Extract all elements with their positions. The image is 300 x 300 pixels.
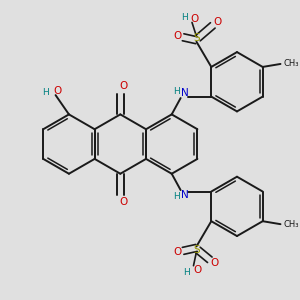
Text: O: O	[193, 265, 201, 275]
Text: O: O	[119, 197, 128, 207]
Text: CH₃: CH₃	[283, 220, 298, 229]
Text: S: S	[193, 245, 200, 255]
Text: O: O	[119, 81, 128, 91]
Text: S: S	[193, 33, 200, 43]
Text: H: H	[173, 192, 179, 201]
Text: H: H	[42, 88, 49, 97]
Text: CH₃: CH₃	[283, 59, 298, 68]
Text: H: H	[184, 268, 190, 277]
Text: H: H	[181, 13, 188, 22]
Text: N: N	[181, 190, 189, 200]
Text: O: O	[174, 248, 182, 257]
Text: O: O	[191, 14, 199, 25]
Text: O: O	[210, 258, 218, 268]
Text: H: H	[173, 87, 179, 96]
Text: N: N	[181, 88, 189, 98]
Text: O: O	[53, 86, 61, 96]
Text: O: O	[174, 31, 182, 41]
Text: O: O	[213, 17, 221, 27]
